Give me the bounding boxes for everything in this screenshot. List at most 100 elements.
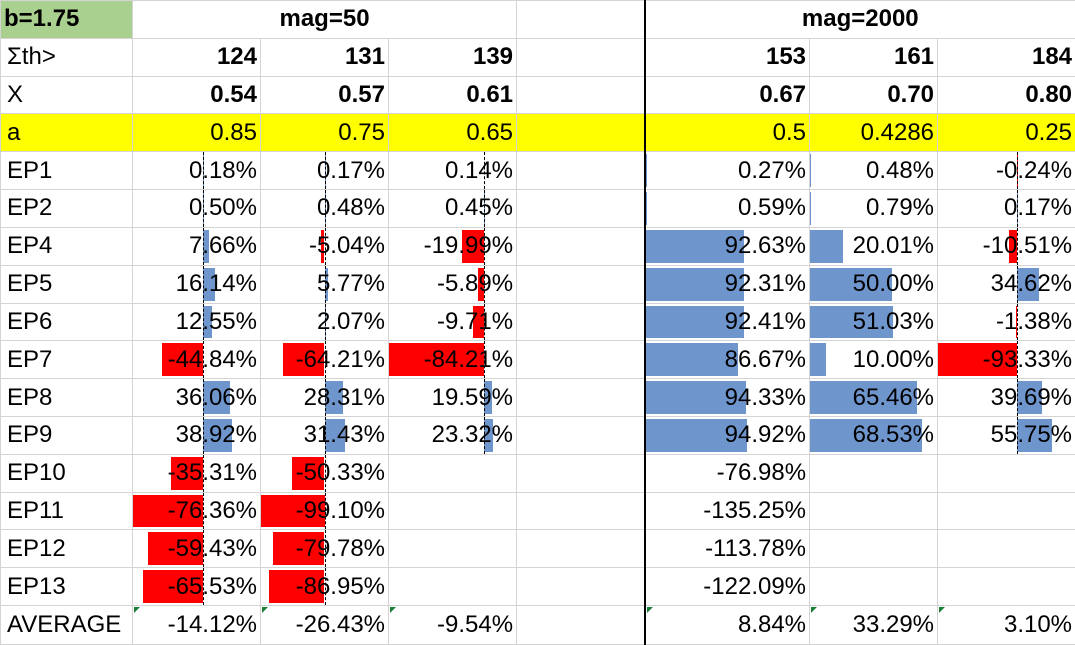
average-cell[interactable]: 3.10% (937, 605, 1075, 645)
empty-cell[interactable] (516, 378, 646, 417)
value-cell[interactable]: -122.09% (644, 567, 811, 606)
empty-cell[interactable] (516, 529, 646, 569)
value-cell[interactable]: 0.17% (260, 151, 389, 191)
empty-cell[interactable] (516, 189, 646, 228)
empty-cell[interactable] (516, 264, 646, 304)
value-cell[interactable]: 0.79% (809, 189, 939, 228)
value-cell[interactable]: 34.62% (937, 264, 1075, 304)
sum-threshold-label[interactable]: Σth> (0, 37, 133, 77)
value-cell[interactable]: -50.33% (260, 453, 389, 493)
average-cell[interactable]: -26.43% (260, 605, 389, 645)
sum-value-cell[interactable]: 124 (132, 37, 261, 77)
value-cell[interactable]: -65.53% (132, 567, 261, 606)
empty-cell[interactable] (516, 453, 646, 493)
row-label[interactable]: EP7 (0, 340, 133, 380)
value-cell[interactable]: -93.33% (937, 340, 1075, 380)
empty-cell[interactable] (516, 415, 646, 455)
a-value-cell[interactable]: 0.5 (644, 113, 811, 153)
x-value-cell[interactable]: 0.54 (132, 75, 261, 115)
empty-cell[interactable] (387, 491, 518, 531)
value-cell[interactable]: 92.41% (644, 302, 811, 342)
value-cell[interactable]: 7.66% (132, 226, 261, 266)
empty-cell[interactable] (516, 0, 646, 39)
average-cell[interactable]: 8.84% (644, 605, 811, 645)
value-cell[interactable]: -0.24% (937, 151, 1075, 191)
value-cell[interactable]: -5.04% (260, 226, 389, 266)
row-label[interactable]: EP12 (0, 529, 133, 569)
value-cell[interactable]: 5.77% (260, 264, 389, 304)
value-cell[interactable]: 68.53% (809, 415, 939, 455)
a-value-cell[interactable]: 0.65 (387, 113, 518, 153)
value-cell[interactable]: -86.95% (260, 567, 389, 606)
empty-cell[interactable] (937, 453, 1075, 493)
empty-cell[interactable] (516, 75, 646, 115)
empty-cell[interactable] (809, 453, 939, 493)
a-value-cell[interactable]: 0.85 (132, 113, 261, 153)
row-label[interactable]: EP8 (0, 378, 133, 417)
value-cell[interactable]: 31.43% (260, 415, 389, 455)
sum-value-cell[interactable]: 131 (260, 37, 389, 77)
value-cell[interactable]: 0.18% (132, 151, 261, 191)
value-cell[interactable]: -9.71% (387, 302, 518, 342)
value-cell[interactable]: 55.75% (937, 415, 1075, 455)
empty-cell[interactable] (387, 453, 518, 493)
x-value-cell[interactable]: 0.80 (937, 75, 1075, 115)
empty-cell[interactable] (516, 567, 646, 606)
row-label[interactable]: EP2 (0, 189, 133, 228)
empty-cell[interactable] (516, 605, 646, 645)
a-value-cell[interactable]: 0.25 (937, 113, 1075, 153)
row-label[interactable]: EP4 (0, 226, 133, 266)
value-cell[interactable]: -99.10% (260, 491, 389, 531)
value-cell[interactable]: -1.38% (937, 302, 1075, 342)
value-cell[interactable]: 0.48% (260, 189, 389, 228)
group-mag2000-header[interactable]: mag=2000 (644, 0, 1075, 39)
value-cell[interactable]: 2.07% (260, 302, 389, 342)
value-cell[interactable]: 0.27% (644, 151, 811, 191)
row-label[interactable]: EP13 (0, 567, 133, 606)
value-cell[interactable]: 0.48% (809, 151, 939, 191)
a-value-cell[interactable]: 0.4286 (809, 113, 939, 153)
empty-cell[interactable] (387, 529, 518, 569)
value-cell[interactable]: 94.33% (644, 378, 811, 417)
a-value-cell[interactable]: 0.75 (260, 113, 389, 153)
empty-cell[interactable] (937, 567, 1075, 606)
x-value-cell[interactable]: 0.70 (809, 75, 939, 115)
value-cell[interactable]: -19.99% (387, 226, 518, 266)
value-cell[interactable]: 36.06% (132, 378, 261, 417)
empty-cell[interactable] (809, 491, 939, 531)
empty-cell[interactable] (516, 340, 646, 380)
empty-cell[interactable] (516, 302, 646, 342)
row-label[interactable]: EP1 (0, 151, 133, 191)
value-cell[interactable]: 0.50% (132, 189, 261, 228)
empty-cell[interactable] (516, 113, 646, 153)
value-cell[interactable]: -76.98% (644, 453, 811, 493)
b-parameter-cell[interactable]: b=1.75 (0, 0, 133, 39)
value-cell[interactable]: 92.31% (644, 264, 811, 304)
value-cell[interactable]: -5.89% (387, 264, 518, 304)
value-cell[interactable]: 28.31% (260, 378, 389, 417)
value-cell[interactable]: 65.46% (809, 378, 939, 417)
value-cell[interactable]: 51.03% (809, 302, 939, 342)
value-cell[interactable]: -64.21% (260, 340, 389, 380)
row-label[interactable]: EP9 (0, 415, 133, 455)
empty-cell[interactable] (516, 37, 646, 77)
value-cell[interactable]: -59.43% (132, 529, 261, 569)
empty-cell[interactable] (937, 491, 1075, 531)
empty-cell[interactable] (809, 529, 939, 569)
value-cell[interactable]: 39.69% (937, 378, 1075, 417)
x-label[interactable]: X (0, 75, 133, 115)
row-label[interactable]: EP6 (0, 302, 133, 342)
value-cell[interactable]: -84.21% (387, 340, 518, 380)
value-cell[interactable]: 10.00% (809, 340, 939, 380)
value-cell[interactable]: 19.59% (387, 378, 518, 417)
value-cell[interactable]: 92.63% (644, 226, 811, 266)
x-value-cell[interactable]: 0.57 (260, 75, 389, 115)
value-cell[interactable]: -44.84% (132, 340, 261, 380)
empty-cell[interactable] (516, 491, 646, 531)
value-cell[interactable]: 23.32% (387, 415, 518, 455)
empty-cell[interactable] (516, 226, 646, 266)
value-cell[interactable]: 38.92% (132, 415, 261, 455)
value-cell[interactable]: 0.59% (644, 189, 811, 228)
row-label[interactable]: EP10 (0, 453, 133, 493)
average-cell[interactable]: 33.29% (809, 605, 939, 645)
